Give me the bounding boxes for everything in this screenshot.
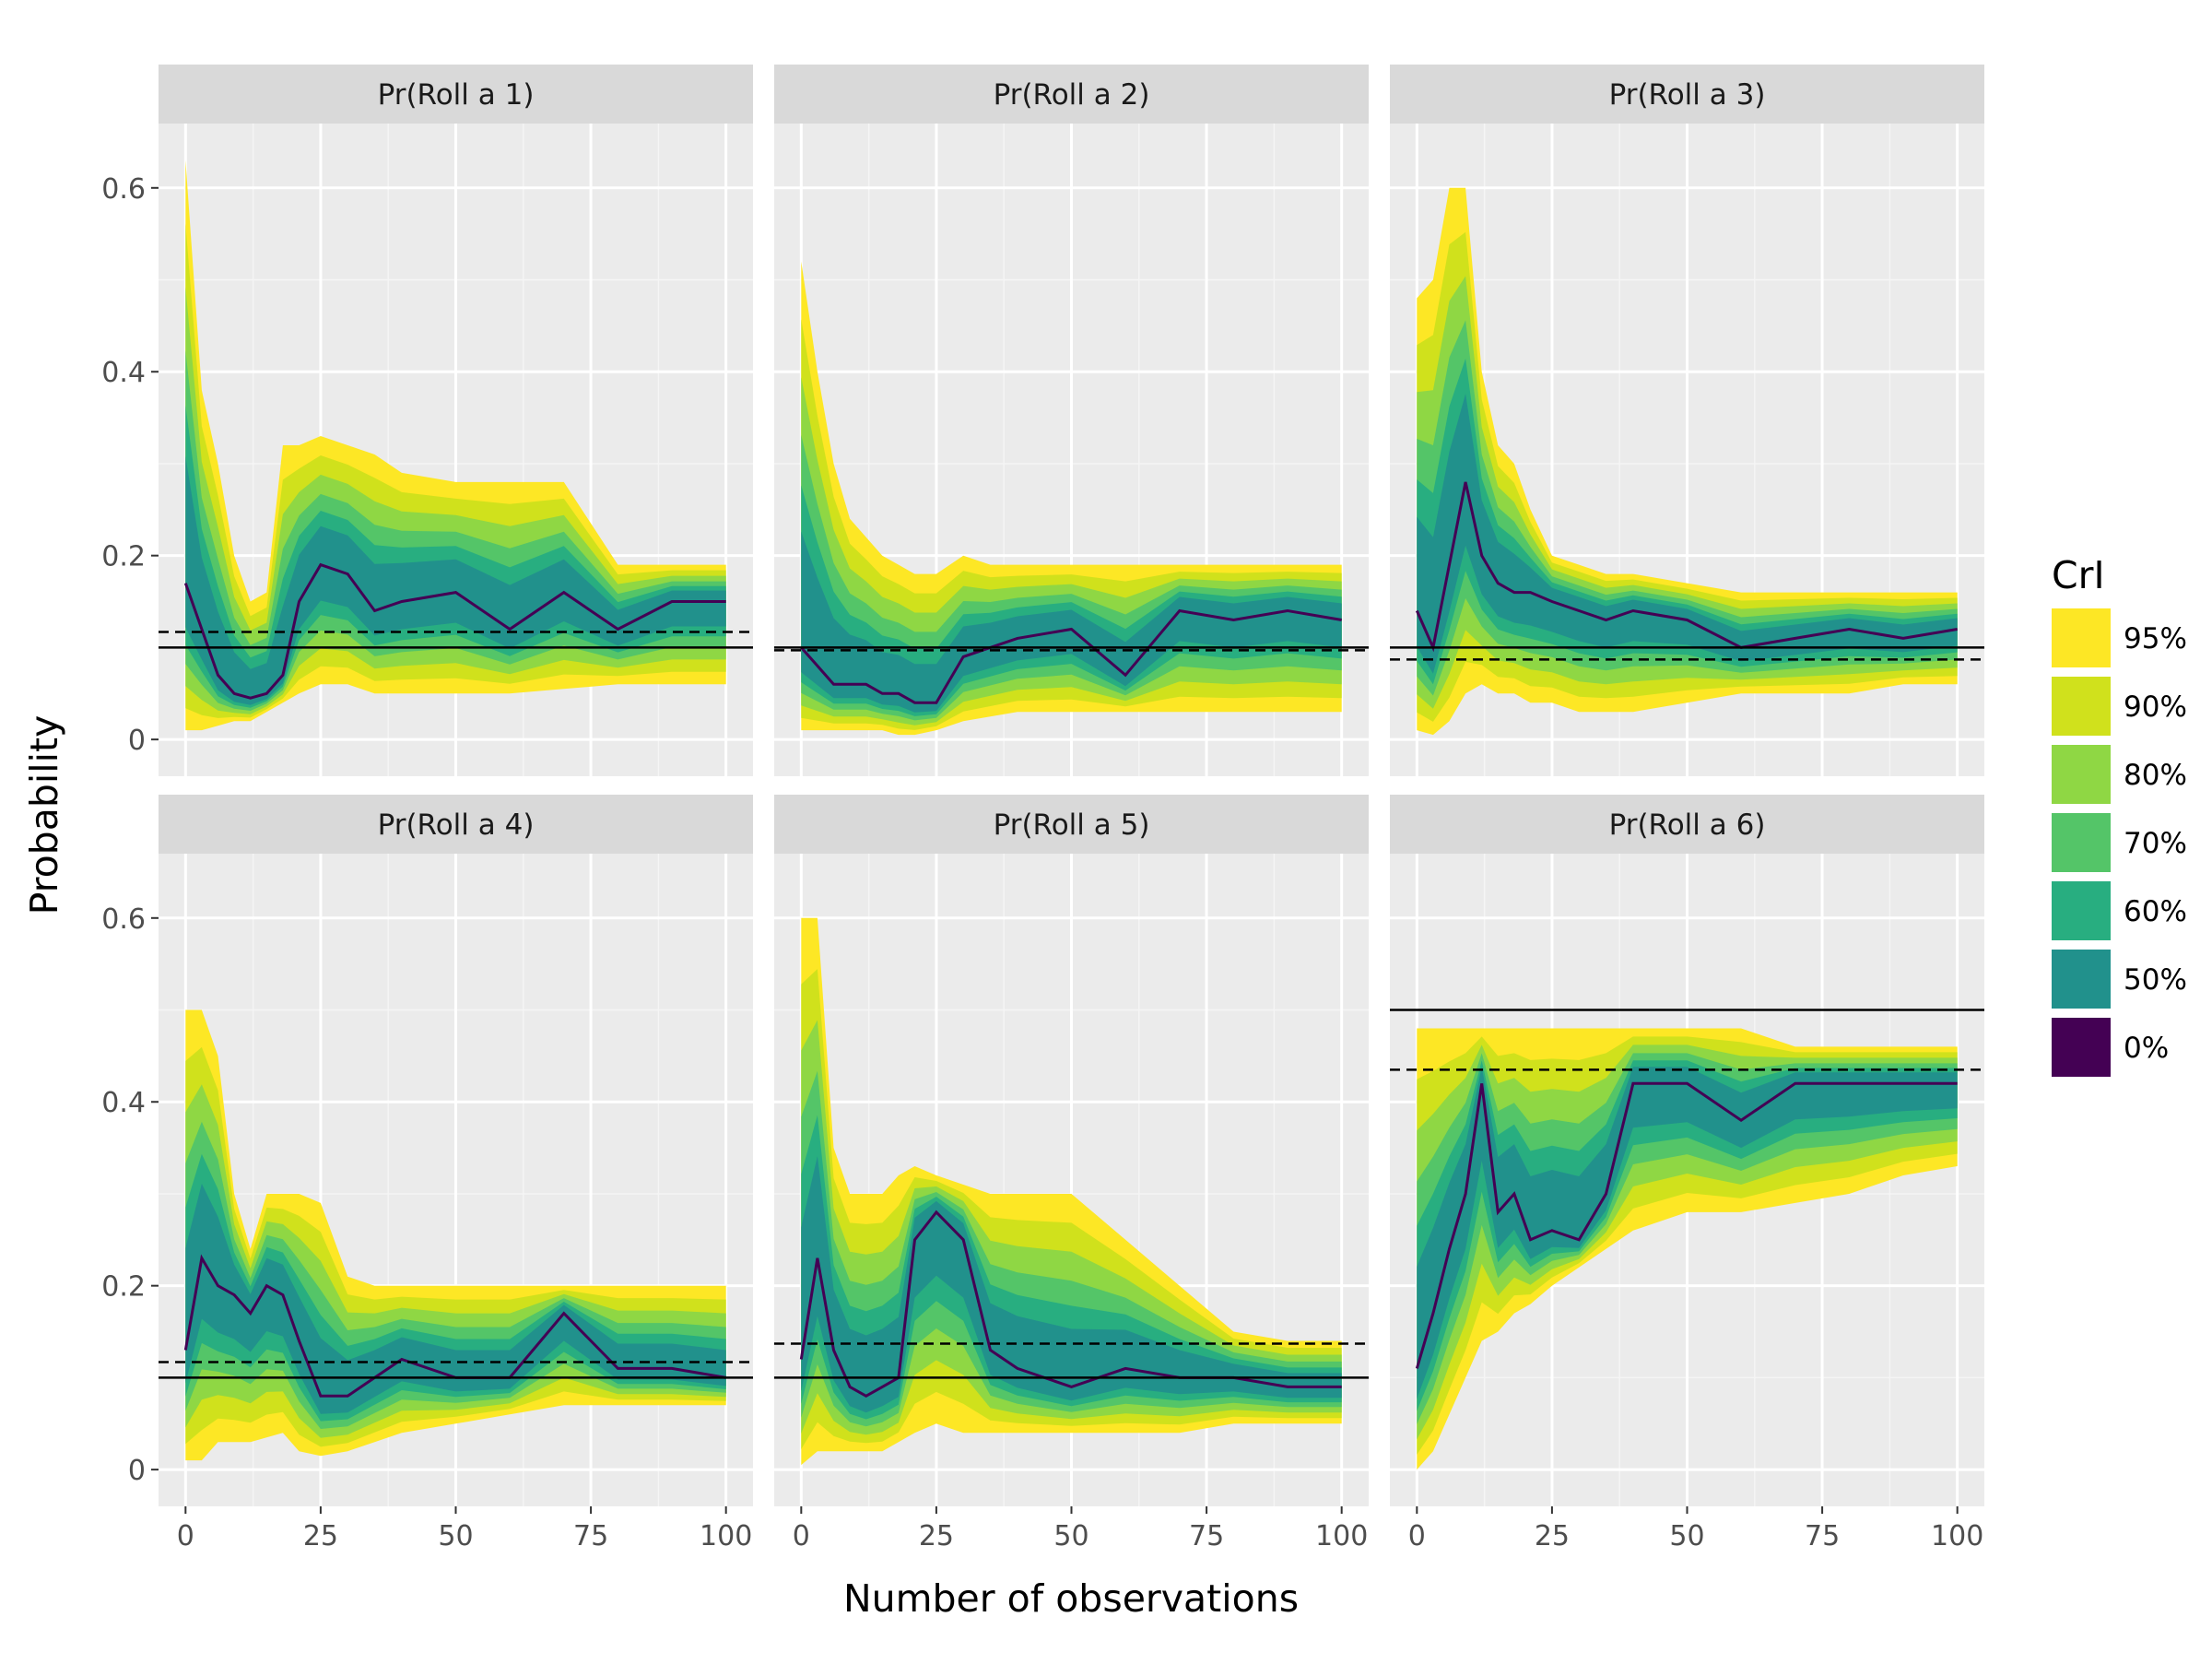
legend-title: CrI bbox=[2052, 553, 2105, 597]
panels-layer: Pr(Roll a 1) 0 0.2 0.4 0.6 Pr(Roll a 2) Pr(Rol… bbox=[101, 65, 1984, 1552]
panel-4: Pr(Roll a 4) 0 0.2 0.4 0.6 0 25 50 75 100 bbox=[101, 795, 753, 1552]
legend-swatch bbox=[2052, 677, 2111, 736]
band-60pct bbox=[801, 485, 1342, 716]
band-50pct bbox=[1417, 1067, 1958, 1399]
y-tick-label: 0.6 bbox=[101, 173, 146, 206]
band-50pct bbox=[1417, 394, 1958, 674]
y-axis-title: Probability bbox=[22, 715, 66, 915]
x-tick-label: 25 bbox=[303, 1520, 338, 1552]
panel-title: Pr(Roll a 1) bbox=[378, 78, 535, 112]
credible-interval-bands bbox=[183, 1009, 726, 1461]
x-tick-label: 75 bbox=[1189, 1520, 1224, 1552]
median-line bbox=[183, 562, 726, 700]
panel-1: Pr(Roll a 1) 0 0.2 0.4 0.6 bbox=[101, 65, 753, 776]
y-tick-label: 0.6 bbox=[101, 903, 146, 936]
x-tick-label: 0 bbox=[177, 1520, 194, 1552]
panel-strip bbox=[774, 795, 1369, 854]
panel-title: Pr(Roll a 6) bbox=[1609, 808, 1766, 842]
x-tick-label: 0 bbox=[1408, 1520, 1426, 1552]
panel-title: Pr(Roll a 4) bbox=[378, 808, 535, 842]
median-line bbox=[1415, 481, 1958, 653]
x-axis-title: Number of observations bbox=[843, 1576, 1299, 1621]
credible-interval-bands bbox=[799, 917, 1342, 1466]
y-tick-label: 0.4 bbox=[101, 357, 146, 389]
panel-title: Pr(Roll a 2) bbox=[994, 78, 1150, 112]
x-tick-label: 75 bbox=[1805, 1520, 1840, 1552]
band-50pct bbox=[801, 1156, 1342, 1413]
x-tick-label: 0 bbox=[793, 1520, 810, 1552]
panel-title: Pr(Roll a 3) bbox=[1609, 78, 1766, 112]
panel-strip bbox=[159, 65, 753, 124]
x-tick-label: 100 bbox=[1315, 1520, 1368, 1552]
x-tick-label: 50 bbox=[438, 1520, 473, 1552]
legend-swatch bbox=[2052, 608, 2111, 667]
legend-swatch bbox=[2052, 1018, 2111, 1077]
band-50pct bbox=[801, 531, 1342, 713]
median-line bbox=[800, 608, 1342, 704]
x-tick-label: 50 bbox=[1053, 1520, 1088, 1552]
x-tick-label: 25 bbox=[1535, 1520, 1570, 1552]
legend-label: 90% bbox=[2124, 690, 2187, 724]
legend-swatch bbox=[2052, 950, 2111, 1009]
credible-interval-bands bbox=[800, 261, 1342, 736]
panel-strip bbox=[774, 65, 1369, 124]
panel-6: Pr(Roll a 6) 0 25 50 75 100 bbox=[1390, 795, 1984, 1552]
y-tick-label: 0.4 bbox=[101, 1087, 146, 1119]
legend-swatch bbox=[2052, 813, 2111, 872]
panel-strip bbox=[1390, 65, 1984, 124]
legend-label: 95% bbox=[2124, 622, 2187, 655]
panel-strip bbox=[159, 795, 753, 854]
legend-swatch bbox=[2052, 881, 2111, 940]
panel-5: Pr(Roll a 5) 0 25 50 75 100 bbox=[774, 795, 1369, 1552]
credible-interval-bands bbox=[1415, 1028, 1958, 1470]
legend-label: 0% bbox=[2124, 1032, 2169, 1065]
panel-strip bbox=[1390, 795, 1984, 854]
legend-label: 50% bbox=[2124, 963, 2187, 997]
x-tick-label: 75 bbox=[573, 1520, 608, 1552]
legend-swatch bbox=[2052, 745, 2111, 804]
y-tick-label: 0.2 bbox=[101, 1271, 146, 1304]
band-80pct bbox=[801, 1020, 1342, 1435]
legend-label: 60% bbox=[2124, 895, 2187, 928]
legend-label: 70% bbox=[2124, 827, 2187, 860]
x-tick-label: 100 bbox=[700, 1520, 752, 1552]
band-50pct bbox=[185, 1184, 726, 1414]
x-tick-label: 25 bbox=[919, 1520, 954, 1552]
band-60pct bbox=[1417, 1060, 1958, 1411]
median-line bbox=[1415, 1081, 1958, 1369]
y-tick-label: 0 bbox=[128, 1455, 146, 1487]
band-50pct bbox=[185, 456, 726, 705]
x-tick-label: 100 bbox=[1931, 1520, 1983, 1552]
y-tick-label: 0.2 bbox=[101, 541, 146, 573]
panel-3: Pr(Roll a 3) bbox=[1390, 65, 1984, 776]
panel-2: Pr(Roll a 2) bbox=[774, 65, 1369, 776]
legend-label: 80% bbox=[2124, 759, 2187, 792]
median-line bbox=[183, 1254, 726, 1398]
legend: CrI 95% 90% 80% 70% 60% 50% 0% bbox=[2052, 553, 2187, 1077]
credible-interval-bands bbox=[1415, 187, 1958, 736]
x-tick-label: 50 bbox=[1669, 1520, 1704, 1552]
y-tick-label: 0 bbox=[128, 725, 146, 757]
panel-title: Pr(Roll a 5) bbox=[994, 808, 1150, 842]
